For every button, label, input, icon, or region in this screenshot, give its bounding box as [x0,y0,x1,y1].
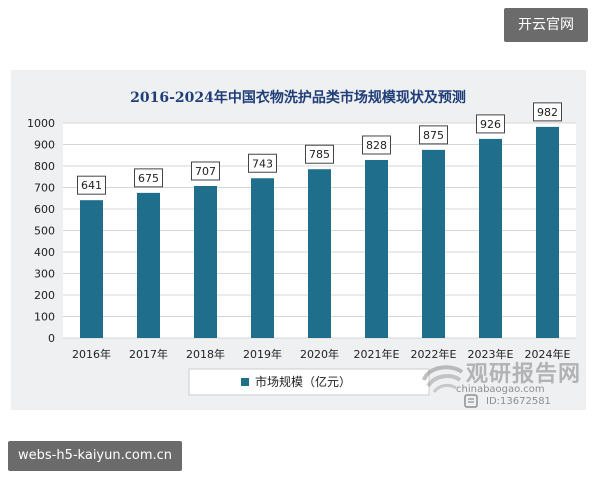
data-label-box [191,161,220,181]
bar [422,149,445,338]
x-tick-label: 2017年 [129,347,168,361]
y-tick-label: 700 [34,182,55,195]
x-tick-label: 2022年E [411,347,457,361]
data-label-box [533,102,562,122]
data-label-box [419,125,448,145]
watermark: 观研报告网 chinabaogao.com ID:13672581 [418,354,586,410]
data-label: 675 [138,172,159,185]
data-label-box [77,175,106,195]
watermark-logo-icon [422,365,464,393]
x-tick-label: 2018年 [186,347,225,361]
legend [188,368,430,396]
chart-frame: 2016-2024年中国衣物洗护品类市场规模现状及预测 0 100 200 300 400… [11,70,586,410]
data-label-box [362,135,391,155]
top-badge[interactable]: 开云官网 [504,8,588,42]
bar [365,159,388,338]
chart-title: 2016-2024年中国衣物洗护品类市场规模现状及预测 [130,89,466,106]
data-label: 785 [309,148,330,161]
data-label: 982 [537,106,558,119]
y-tick-label: 0 [48,332,55,345]
data-label: 828 [366,139,387,152]
data-label: 875 [423,129,444,142]
data-label: 743 [252,157,273,170]
y-tick-label: 300 [34,268,55,281]
legend-swatch [241,378,249,386]
bar [479,138,502,338]
bar [536,126,559,338]
y-tick-label: 400 [34,246,55,259]
watermark-url-text: chinabaogao.com [456,384,545,395]
legend-label: 市场规模（亿元） [255,374,351,389]
data-label-box [134,168,163,188]
x-tick-label: 2024年E [525,347,571,361]
y-tick-label: 900 [34,139,55,152]
watermark-id-text: ID:13672581 [486,396,551,407]
x-tick-label: 2019年 [243,347,282,361]
x-tick-label: 2016年 [72,347,111,361]
x-tick-label: 2020年 [300,347,339,361]
bar [80,200,103,338]
data-label: 641 [81,179,102,192]
data-label-box [248,153,277,173]
y-tick-label: 200 [34,289,55,302]
data-label-box [476,114,505,134]
y-tick-label: 800 [34,160,55,173]
bar [194,185,217,338]
y-tick-label: 500 [34,225,55,238]
x-tick-label: 2021年E [354,347,400,361]
data-label: 926 [480,118,501,131]
data-label-box [305,144,334,164]
y-tick-label: 600 [34,203,55,216]
bar [308,169,331,338]
bar [251,178,274,338]
y-tick-label: 100 [34,311,55,324]
bar [137,192,160,338]
watermark-main-text: 观研报告网 [466,362,582,387]
watermark-id-icon [464,394,478,408]
data-label: 707 [195,165,216,178]
x-tick-label: 2023年E [468,347,514,361]
y-tick-label: 1000 [27,117,55,130]
bottom-badge[interactable]: webs-h5-kaiyun.com.cn [8,441,183,471]
bar-chart: 2016-2024年中国衣物洗护品类市场规模现状及预测 0 100 200 300 400… [27,89,576,396]
